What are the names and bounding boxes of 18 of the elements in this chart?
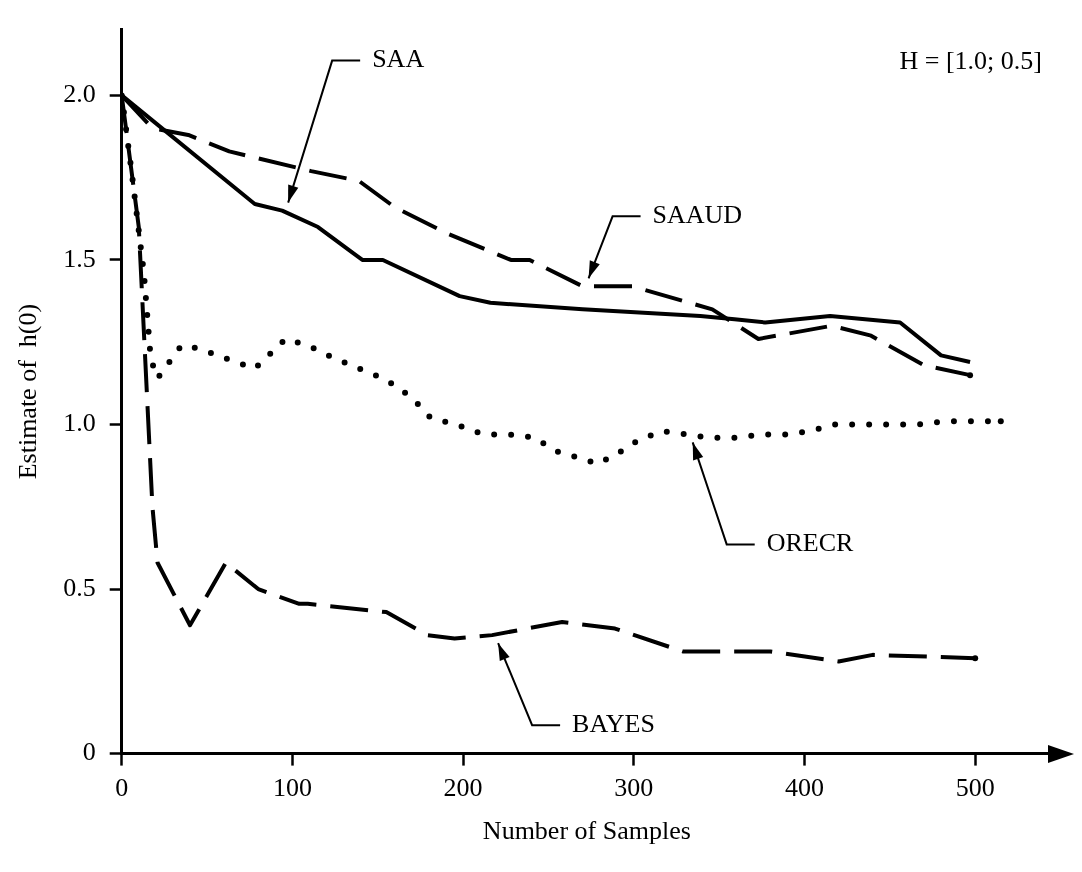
x-tick-label: 0 — [115, 773, 129, 803]
y-tick-label: 0.5 — [63, 572, 96, 602]
annotation: H = [1.0; 0.5] — [899, 46, 1042, 76]
x-tick-label: 100 — [272, 773, 312, 803]
y-tick-label: 0 — [82, 737, 96, 767]
y-tick-label: 1.0 — [63, 408, 96, 438]
x-axis-title: Number of Samples — [482, 816, 691, 846]
y-tick-label: 2.0 — [63, 79, 96, 109]
text: ORECR — [766, 528, 855, 558]
x-tick-label: 200 — [443, 773, 483, 803]
x-tick-label: 500 — [955, 773, 995, 803]
x-tick-label: 400 — [784, 773, 824, 803]
y-axis-title: Estimate of h(0) — [13, 303, 43, 480]
text: SAA — [372, 44, 425, 74]
text: BAYES — [572, 708, 655, 738]
text: SAAUD — [652, 200, 743, 230]
y-tick-label: 1.5 — [63, 243, 96, 273]
x-tick-label: 300 — [614, 773, 654, 803]
